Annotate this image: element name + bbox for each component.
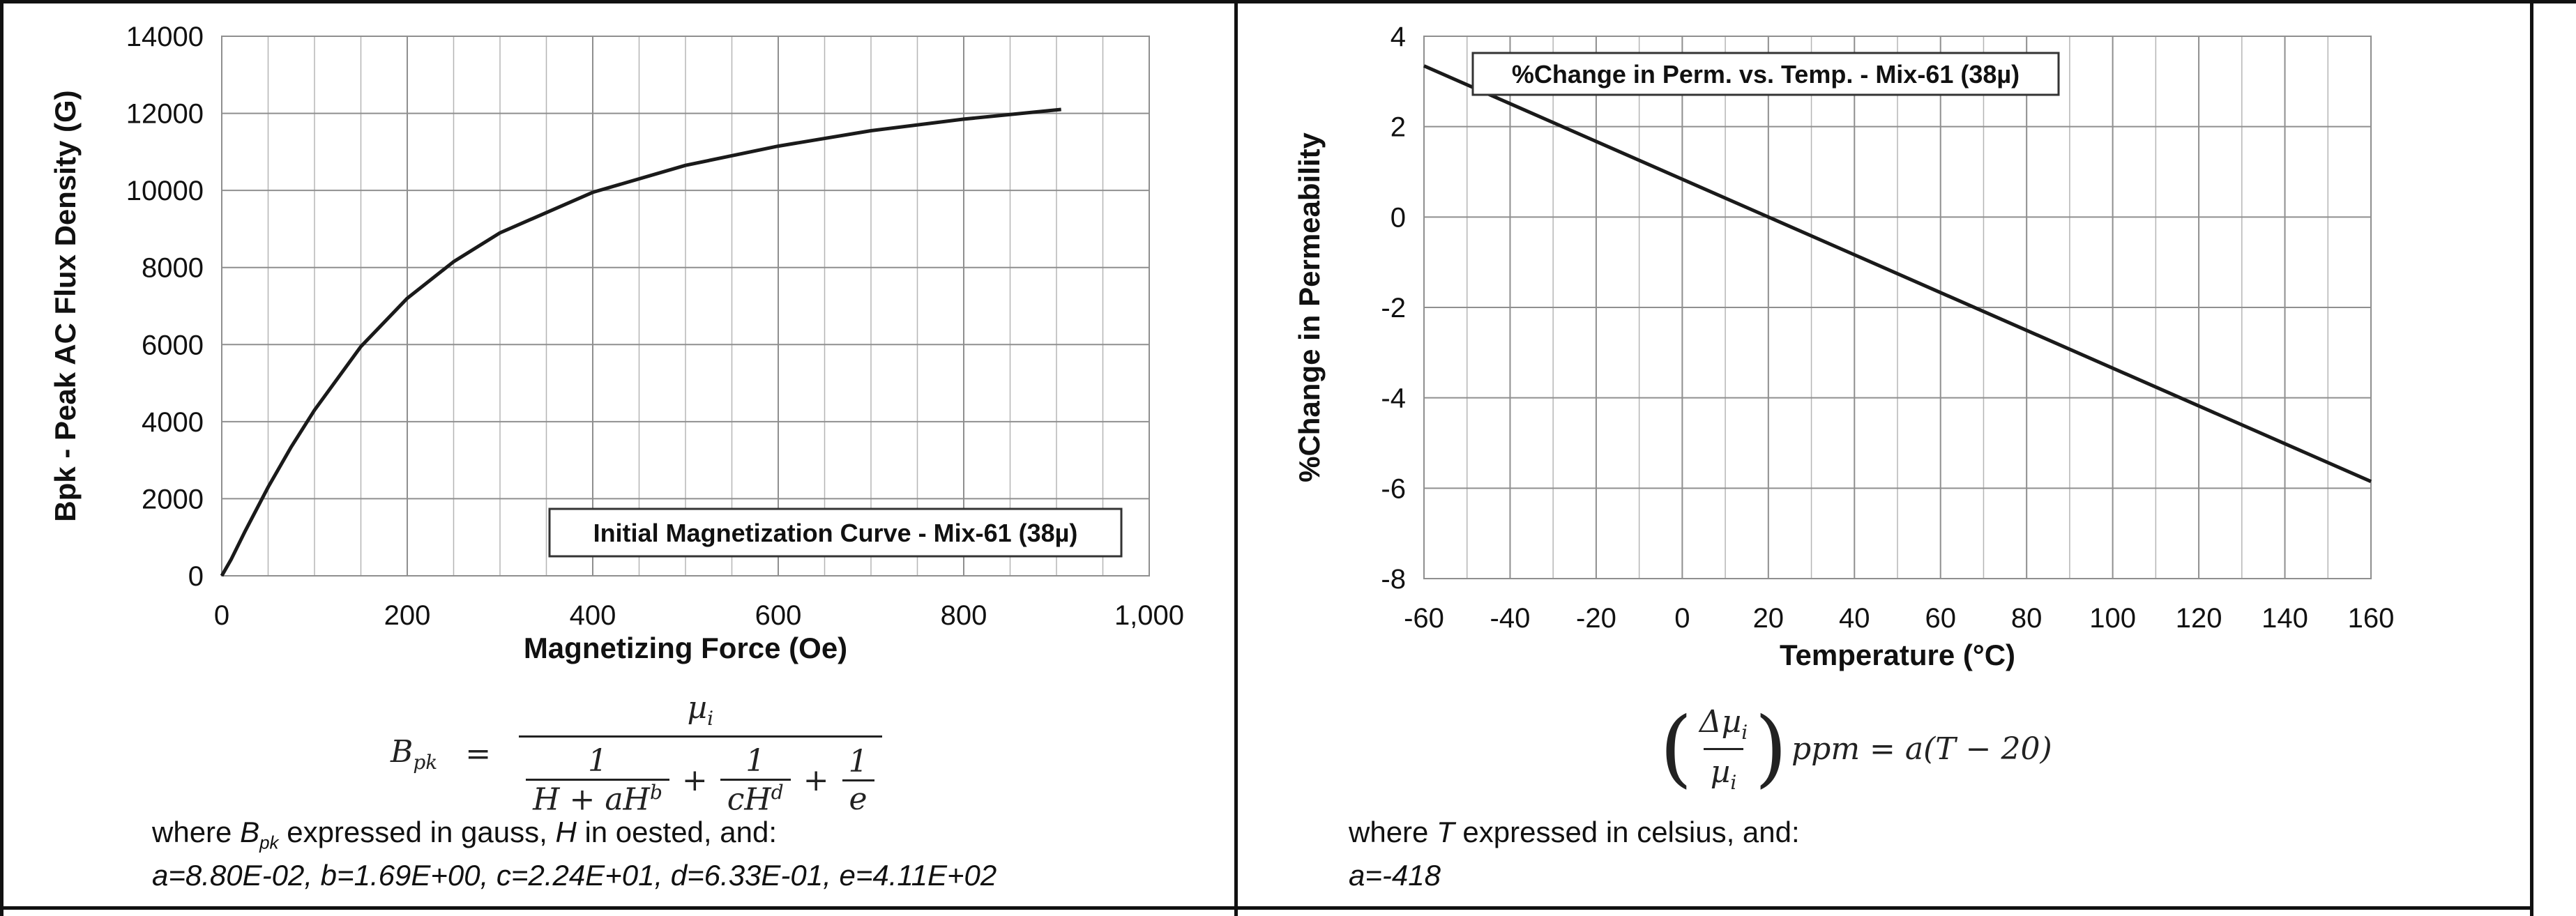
x-tick-label: 60 xyxy=(1925,603,1956,634)
x-tick-label: 80 xyxy=(2011,603,2043,634)
frame-right-line xyxy=(2530,0,2533,916)
formula-lhs: Bpk xyxy=(391,733,438,774)
x-tick-label: 120 xyxy=(2176,603,2222,634)
y-tick-label: 2 xyxy=(1391,112,1406,143)
chart-title: Initial Magnetization Curve - Mix-61 (38… xyxy=(593,519,1078,547)
y-tick-label: 4 xyxy=(1391,22,1406,52)
frame-left-line xyxy=(0,0,3,916)
formula-left-paren: ( xyxy=(1660,700,1692,797)
x-tick-label: 800 xyxy=(941,600,987,631)
x-tick-label: 40 xyxy=(1839,603,1870,634)
series-line xyxy=(220,107,1061,577)
formula-term1: 1 H + aHb xyxy=(526,743,669,817)
bpk-formula: Bpk = µi 1 H + aHb + 1 cHd + 1 e xyxy=(391,690,882,817)
y-tick-label: 6000 xyxy=(142,330,204,360)
formula-term3: 1 e xyxy=(842,744,875,817)
y-axis-title: Bpk - Peak AC Flux Density (G) xyxy=(49,90,82,521)
y-tick-label: 14000 xyxy=(126,22,204,52)
chart-title: %Change in Perm. vs. Temp. - Mix-61 (38µ… xyxy=(1512,60,2020,89)
chart-title-box xyxy=(1471,52,2060,96)
y-tick-label: 0 xyxy=(188,561,204,592)
right-note-coefficient: a=-418 xyxy=(1349,859,1441,892)
x-tick-label: 140 xyxy=(2261,603,2308,634)
x-tick-label: 600 xyxy=(755,600,802,631)
frame-top-line xyxy=(0,0,2576,3)
y-tick-label: -4 xyxy=(1381,383,1406,414)
y-tick-label: 10000 xyxy=(126,176,204,206)
right-note-line1: where T expressed in celsius, and: xyxy=(1349,816,1800,848)
y-tick-label: 4000 xyxy=(142,407,204,438)
y-tick-label: -6 xyxy=(1381,473,1406,504)
left-note-line1: where Bpk expressed in gauss, H in oeste… xyxy=(152,816,777,853)
x-tick-label: 1,000 xyxy=(1114,600,1184,631)
chart-title-box xyxy=(548,507,1123,558)
frame-bottom-line xyxy=(0,906,2533,910)
formula-right-paren: ) xyxy=(1755,700,1787,797)
x-tick-label: 160 xyxy=(2348,603,2395,634)
x-tick-label: 20 xyxy=(1753,603,1785,634)
y-tick-label: 8000 xyxy=(142,253,204,284)
left-note-coefficients: a=8.80E-02, b=1.69E+00, c=2.24E+01, d=6.… xyxy=(152,859,997,892)
x-tick-label: 100 xyxy=(2089,603,2136,634)
y-tick-label: 0 xyxy=(1391,202,1406,233)
formula-delta-fraction: Δµi µi xyxy=(1699,704,1748,794)
x-tick-label: -20 xyxy=(1576,603,1616,634)
x-tick-label: 400 xyxy=(570,600,616,631)
y-tick-label: -2 xyxy=(1381,293,1406,323)
x-tick-label: -60 xyxy=(1404,603,1444,634)
formula-rhs: ppm = a(T − 20) xyxy=(1791,731,2052,767)
frame-divider-line xyxy=(1234,0,1238,916)
x-tick-label: -40 xyxy=(1490,603,1531,634)
formula-main-fraction: µi 1 H + aHb + 1 cHd + 1 e xyxy=(519,690,882,817)
x-tick-label: 0 xyxy=(1674,603,1690,634)
perm-change-formula: ( Δµi µi ) ppm = a(T − 20) xyxy=(1660,704,2052,794)
x-tick-label: 0 xyxy=(214,600,229,631)
x-axis-title: Magnetizing Force (Oe) xyxy=(524,632,847,664)
series-line xyxy=(1423,64,2372,483)
formula-equals: = xyxy=(465,735,492,772)
y-axis-title: %Change in Permeability xyxy=(1293,132,1326,482)
y-tick-label: 2000 xyxy=(142,484,204,514)
formula-term2: 1 cHd xyxy=(720,743,791,817)
x-tick-label: 200 xyxy=(384,600,431,631)
y-tick-label: -8 xyxy=(1381,564,1406,595)
x-axis-title: Temperature (°C) xyxy=(1780,639,2015,671)
y-tick-label: 12000 xyxy=(126,99,204,130)
